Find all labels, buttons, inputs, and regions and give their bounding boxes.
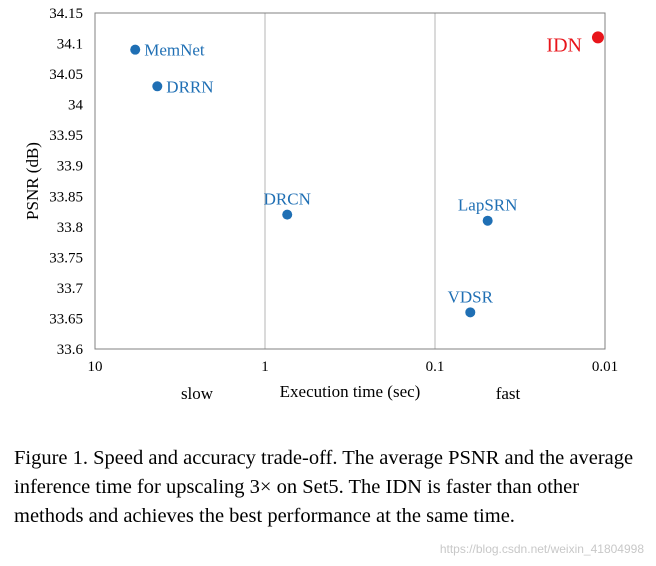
x-axis-tick-labels: 10 1 0.1 0.01 [88,359,619,375]
y-tick-label: 34.15 [49,6,83,22]
data-label-drrn: DRRN [166,77,213,96]
data-points: MemNet DRRN DRCN LapSRN VDSR IDN [130,31,604,318]
watermark: https://blog.csdn.net/weixin_41804998 [439,542,644,556]
data-point-lapsrn [482,215,493,226]
x-tick-label: 10 [88,359,103,375]
x-tick-label: 0.01 [592,359,618,375]
data-label-lapsrn: LapSRN [458,196,518,215]
data-point-idn [591,31,604,44]
y-tick-label: 33.7 [57,281,84,297]
x-axis-label: Execution time (sec) [280,382,421,401]
data-label-memnet: MemNet [144,41,205,60]
x-tick-label: 1 [261,359,269,375]
data-point-vdsr [465,307,476,318]
data-point-drcn [282,209,293,220]
y-tick-label: 33.9 [57,159,83,175]
fast-annotation: fast [496,384,521,403]
data-point-memnet [130,44,141,55]
data-label-vdsr: VDSR [448,287,494,306]
plot-area-frame [94,12,606,350]
y-tick-label: 33.95 [49,128,83,144]
y-tick-label: 33.6 [57,342,84,358]
y-axis-tick-labels: 33.6 33.65 33.7 33.75 33.8 33.85 33.9 33.95 34 34… [49,6,83,358]
psnr-vs-time-chart: 33.6 33.65 33.7 33.75 33.8 33.85 33.9 33.95 34 34… [23,6,619,403]
x-tick-label: 0.1 [426,359,445,375]
y-tick-label: 33.65 [49,311,83,327]
y-tick-label: 34.1 [57,37,83,53]
y-tick-label: 33.85 [49,189,83,205]
y-axis-label: PSNR (dB) [23,142,42,220]
gridlines [264,13,436,349]
y-tick-label: 33.75 [49,250,83,266]
figure-caption: Figure 1. Speed and accuracy trade-off. … [14,447,634,527]
y-tick-label: 33.8 [57,220,83,236]
y-tick-label: 34.05 [49,67,83,83]
data-point-drrn [152,81,163,92]
data-label-idn: IDN [546,34,582,56]
y-tick-label: 34 [68,98,84,114]
slow-annotation: slow [181,384,214,403]
data-label-drcn: DRCN [264,190,311,209]
